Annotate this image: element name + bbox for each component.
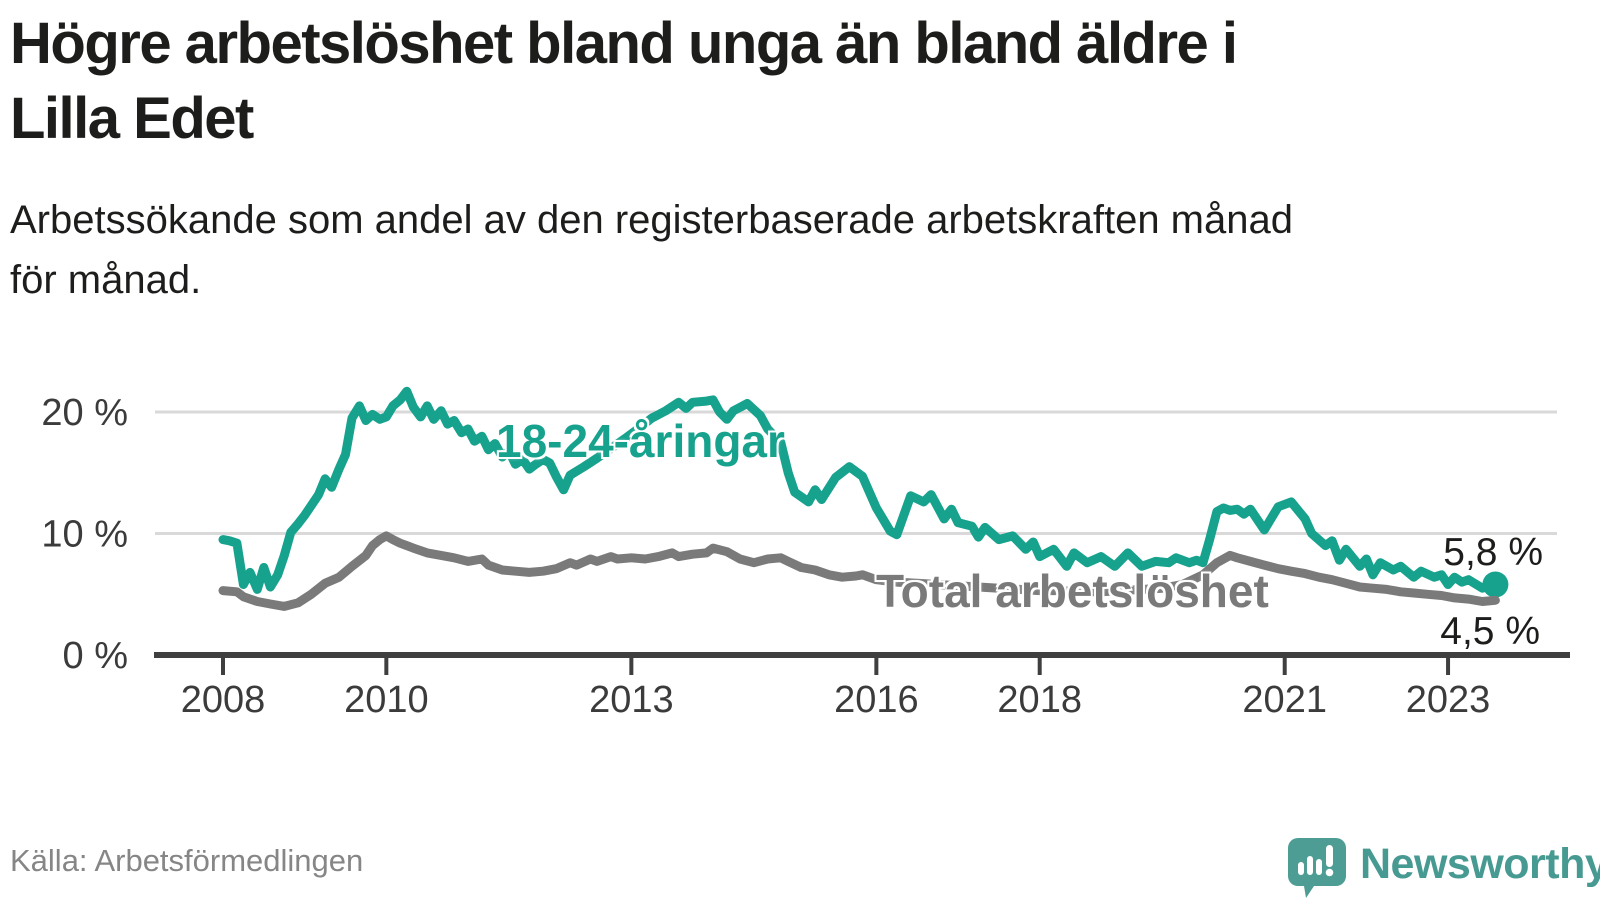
x-tick-label: 2018 — [997, 679, 1082, 721]
chart-subtitle-line2: för månad. — [10, 258, 202, 302]
series-end-dot — [1482, 571, 1509, 598]
newsworthy-logo-icon — [1288, 838, 1346, 898]
series-line-total — [218, 531, 1500, 611]
x-tick-label: 2010 — [344, 679, 429, 721]
x-tick-label: 2023 — [1406, 679, 1491, 721]
logo-exclamation-dot — [1325, 868, 1334, 877]
newsworthy-wordmark: Newsworthy — [1360, 840, 1600, 888]
page-title: Högre arbetslöshet bland unga än bland ä… — [10, 6, 1570, 156]
page-title-line2: Lilla Edet — [10, 86, 254, 151]
series-label-18-24: 18-24-åringar — [496, 415, 785, 467]
y-tick-label: 20 % — [41, 392, 128, 434]
source-attribution: Källa: Arbetsförmedlingen — [10, 843, 364, 878]
chart-subtitle: Arbetssökande som andel av den registerb… — [10, 190, 1570, 310]
logo-bar-1 — [1298, 862, 1304, 875]
end-value-label-total: 4,5 % — [1440, 610, 1540, 653]
series-label-total: Total arbetslöshet — [876, 565, 1269, 617]
x-tick-label: 2016 — [834, 679, 919, 721]
logo-exclamation-bar — [1326, 845, 1333, 867]
x-tick-label: 2013 — [589, 679, 674, 721]
logo-bar-2 — [1307, 856, 1313, 875]
series-line-18-24 — [218, 386, 1500, 594]
page-title-line1: Högre arbetslöshet bland unga än bland ä… — [10, 11, 1238, 76]
y-tick-label: 10 % — [41, 514, 128, 556]
x-tick-label: 2008 — [181, 679, 266, 721]
chart-subtitle-line1: Arbetssökande som andel av den registerb… — [10, 198, 1293, 242]
x-tick-label: 2021 — [1242, 679, 1327, 721]
y-tick-label: 0 % — [63, 635, 128, 677]
logo-bar-3 — [1316, 859, 1322, 875]
end-value-label-18-24: 5,8 % — [1443, 531, 1543, 574]
